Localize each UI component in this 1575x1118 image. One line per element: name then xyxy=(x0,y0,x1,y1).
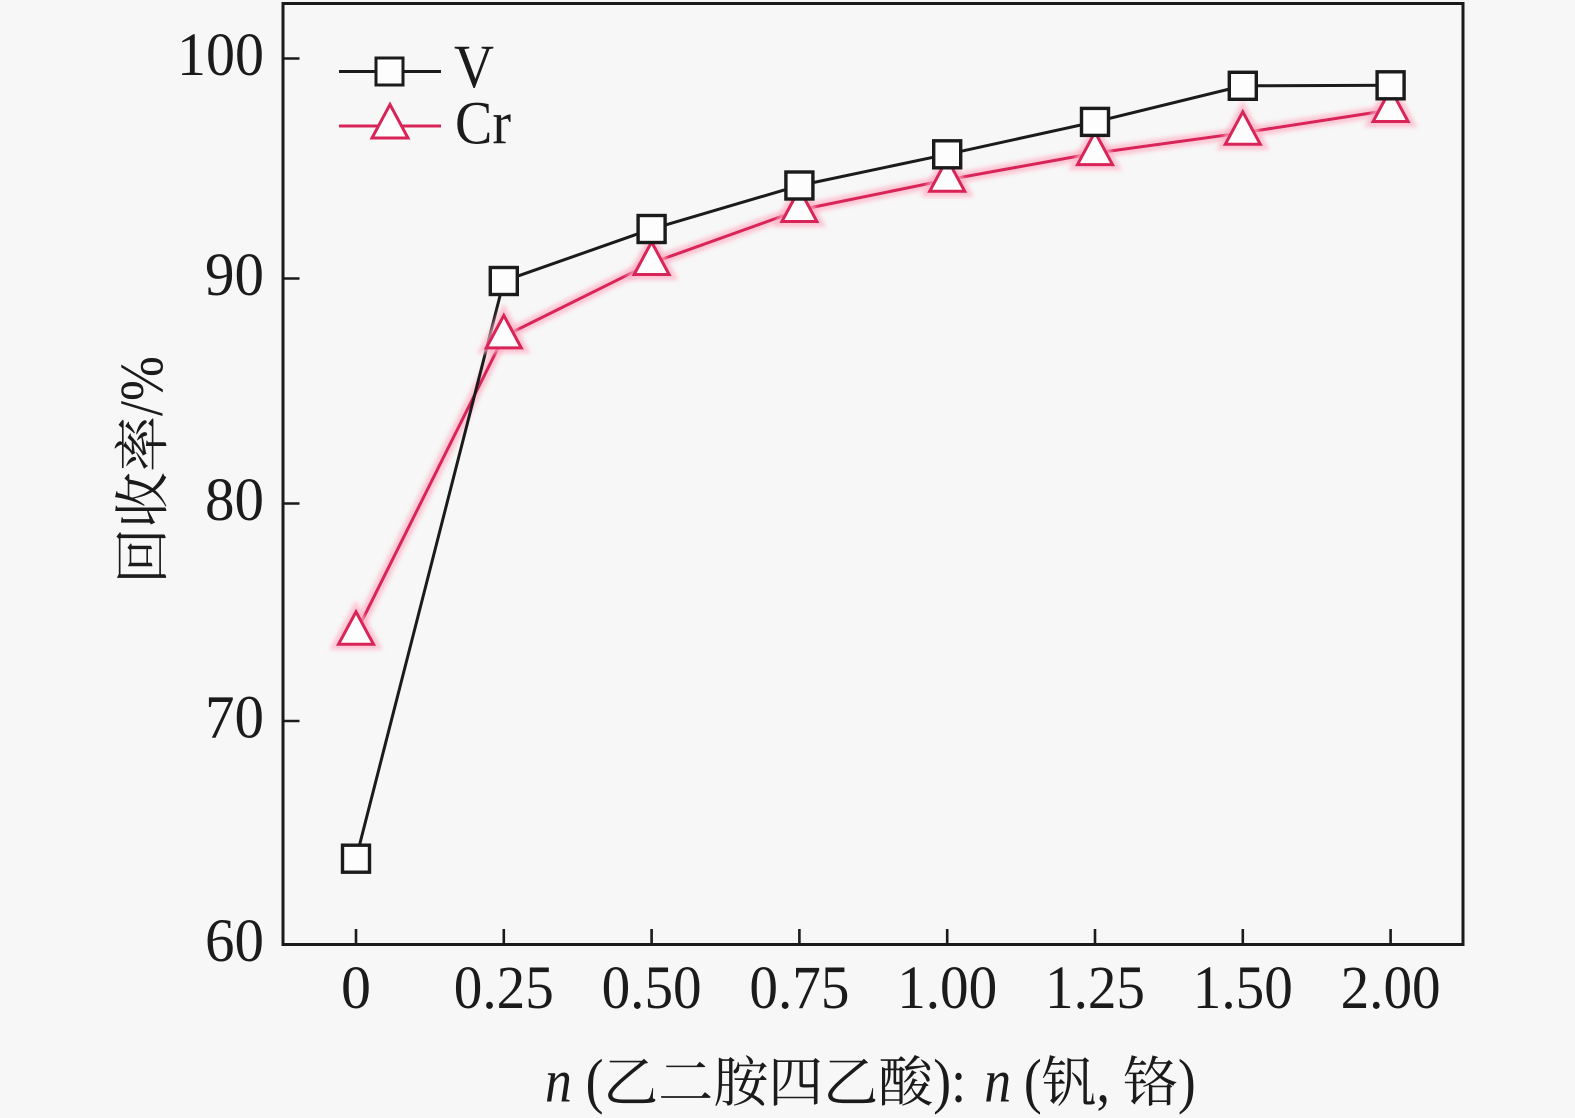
svg-text:n: n xyxy=(984,1048,1011,1115)
svg-text:70: 70 xyxy=(205,685,264,752)
svg-text:V: V xyxy=(454,34,494,101)
svg-text:(: ( xyxy=(1024,1048,1042,1115)
svg-text:): ) xyxy=(1178,1048,1196,1115)
svg-text:2.00: 2.00 xyxy=(1341,955,1441,1022)
svg-text:0.50: 0.50 xyxy=(602,955,702,1022)
svg-text:(: ( xyxy=(586,1048,604,1115)
svg-text:):: ): xyxy=(933,1048,966,1115)
svg-text:0.25: 0.25 xyxy=(454,955,554,1022)
svg-text:80: 80 xyxy=(205,467,264,534)
svg-text:0.75: 0.75 xyxy=(749,955,849,1022)
svg-text:n: n xyxy=(545,1048,572,1115)
svg-text:Cr: Cr xyxy=(455,91,511,158)
svg-text:1.25: 1.25 xyxy=(1045,955,1145,1022)
svg-text:100: 100 xyxy=(177,22,264,89)
svg-text:0: 0 xyxy=(341,955,371,1022)
svg-text:1.50: 1.50 xyxy=(1193,955,1293,1022)
svg-text:60: 60 xyxy=(205,908,264,975)
svg-text:1.00: 1.00 xyxy=(897,955,997,1022)
svg-text:/%: /% xyxy=(109,356,176,416)
svg-text:,: , xyxy=(1097,1048,1110,1115)
svg-text:90: 90 xyxy=(205,242,264,309)
